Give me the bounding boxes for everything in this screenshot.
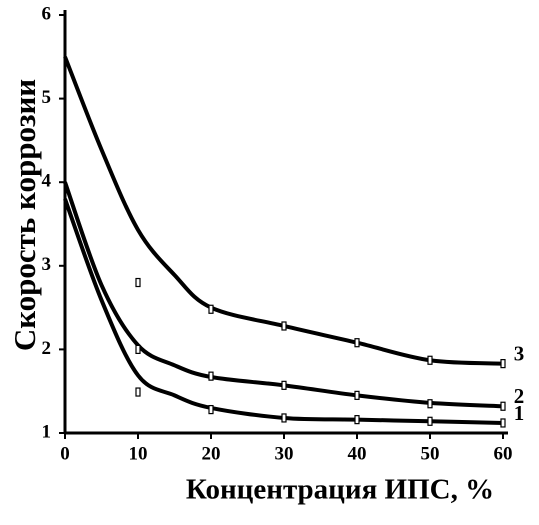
marker <box>427 355 433 365</box>
marker <box>500 401 506 411</box>
marker <box>208 371 214 381</box>
marker <box>281 321 287 331</box>
marker <box>135 344 141 354</box>
x-tick-label: 20 <box>202 443 221 464</box>
y-tick-label: 3 <box>42 254 52 275</box>
marker <box>208 404 214 415</box>
marker <box>135 277 141 288</box>
marker <box>208 304 214 314</box>
y-tick-label: 6 <box>42 3 52 24</box>
y-tick-label: 5 <box>42 87 52 108</box>
marker <box>281 413 287 423</box>
y-tick-label: 2 <box>42 338 52 359</box>
y-tick-label: 4 <box>42 171 52 192</box>
x-axis-label: Концентрация ИПС, % <box>186 474 494 506</box>
marker <box>354 338 360 348</box>
series-label: 1 <box>514 401 525 425</box>
x-tick-label: 30 <box>275 443 294 464</box>
series-label: 3 <box>514 341 525 365</box>
marker <box>500 359 506 369</box>
x-tick-label: 60 <box>494 443 513 464</box>
marker <box>281 380 287 390</box>
line <box>63 56 504 366</box>
y-axis-label: Скорость коррозии <box>7 79 42 351</box>
series-label: 2 <box>514 384 525 408</box>
marker <box>427 416 433 426</box>
x-tick-label: 40 <box>348 443 367 464</box>
marker <box>427 399 433 409</box>
x-tick-label: 50 <box>421 443 440 464</box>
x-tick-label: 0 <box>60 443 70 464</box>
marker <box>500 418 506 428</box>
x-tick-label: 10 <box>129 443 148 464</box>
marker <box>354 415 360 425</box>
marker <box>135 387 141 397</box>
marker <box>354 390 360 400</box>
y-tick-label: 1 <box>42 421 52 442</box>
